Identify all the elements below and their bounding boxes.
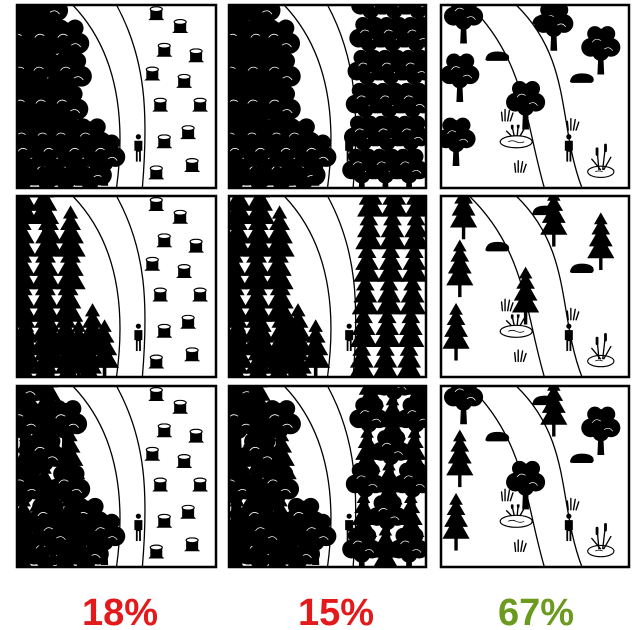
tree-stump-icon (179, 125, 197, 140)
scene-panel-1-3 (15, 384, 218, 569)
tree-stump-icon (155, 323, 173, 339)
percent-label-1: 18% (82, 592, 158, 630)
tree-stump-icon (175, 264, 193, 279)
tree-stump-icon (151, 287, 169, 303)
tree-stump-icon (187, 428, 205, 444)
panel-border (227, 384, 428, 569)
percent-label-3: 67% (498, 592, 574, 630)
percent-label-2: 15% (298, 592, 374, 630)
tree-stump-icon (147, 165, 165, 180)
tree-stump-icon (147, 387, 165, 402)
tree-stump-icon (155, 513, 173, 529)
panel-border (15, 384, 218, 569)
tree-stump-icon (191, 97, 209, 113)
tree-stump-icon (155, 42, 173, 58)
panel-border (15, 194, 218, 379)
panel-border (439, 384, 631, 569)
tree-stump-icon (183, 347, 201, 362)
tree-stump-icon (183, 158, 201, 173)
tree-stump-icon (151, 97, 169, 113)
scene-panel-2-1 (227, 3, 428, 190)
panel-border (15, 3, 218, 190)
tree-stump-icon (147, 6, 165, 21)
tree-stump-icon (151, 477, 169, 493)
panel-border (439, 194, 631, 379)
scene-panel-3-1 (439, 3, 631, 190)
tree-stump-icon (147, 354, 165, 370)
tree-stump-icon (191, 287, 209, 303)
tree-stump-icon (179, 314, 197, 330)
panel-border (227, 194, 428, 379)
tree-stump-icon (171, 18, 189, 34)
scene-panel-3-3 (439, 384, 631, 569)
path-edge-line (115, 196, 146, 377)
tree-stump-icon (171, 399, 189, 415)
tree-stump-icon (155, 423, 173, 438)
panel-border (439, 3, 631, 190)
tree-stump-icon (155, 134, 173, 149)
tree-stump-icon (187, 48, 205, 63)
path-edge-line (283, 196, 332, 377)
scene-panel-2-3 (227, 384, 428, 569)
path-edge-line (515, 196, 583, 377)
tree-stump-icon (191, 477, 209, 493)
scene-panel-1-1 (15, 3, 218, 190)
path-edge-line (115, 5, 146, 188)
path-edge-line (515, 386, 583, 567)
tree-stump-icon (171, 209, 189, 225)
tree-stump-icon (147, 197, 165, 212)
scene-panel-2-2 (227, 194, 428, 379)
tree-stump-icon (175, 454, 193, 469)
tree-stump-icon (143, 256, 161, 272)
tree-stump-icon (175, 73, 193, 89)
scene-panel-1-2 (15, 194, 218, 379)
path-edge-line (72, 196, 121, 377)
tree-stump-icon (183, 537, 201, 552)
tree-stump-icon (147, 544, 165, 560)
tree-stump-icon (187, 238, 205, 254)
path-edge-line (515, 5, 583, 188)
scene-panel-3-2 (439, 194, 631, 379)
tree-stump-icon (179, 504, 197, 520)
path-edge-line (115, 386, 146, 567)
tree-stump-icon (143, 66, 161, 82)
tree-stump-icon (143, 446, 161, 462)
panel-border (227, 3, 428, 190)
tree-stump-icon (155, 233, 173, 248)
